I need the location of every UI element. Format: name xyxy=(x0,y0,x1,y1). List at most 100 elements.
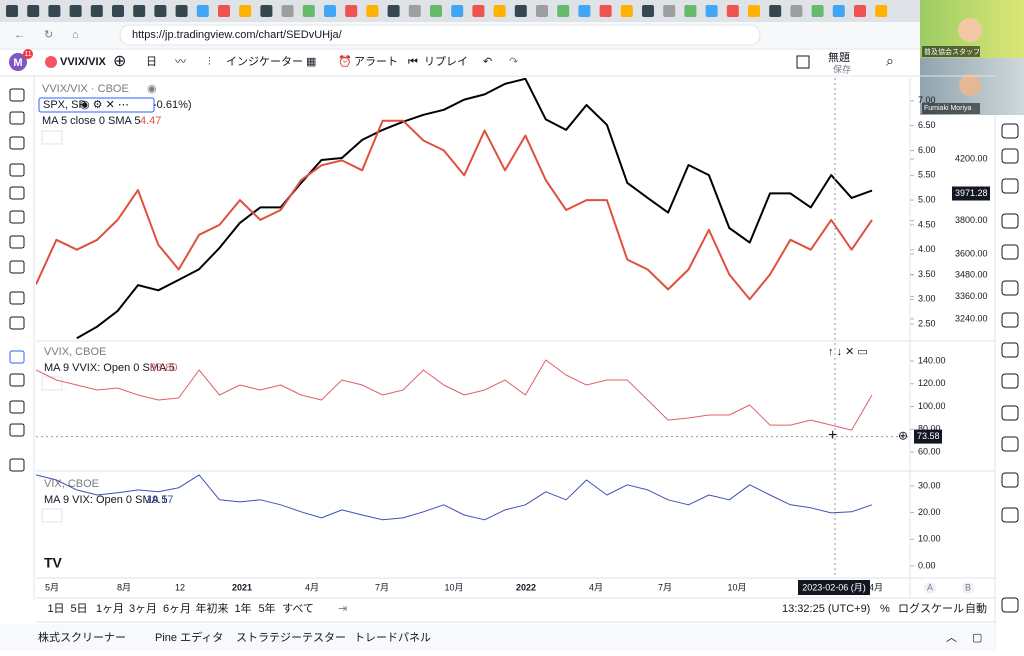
tab-icon[interactable] xyxy=(345,5,358,17)
tab-icon[interactable] xyxy=(27,5,40,17)
sidebar-icon[interactable] xyxy=(1001,436,1019,452)
tab-icon[interactable] xyxy=(281,5,294,17)
tab-icon[interactable] xyxy=(536,5,548,17)
tool-icon[interactable] xyxy=(9,136,25,150)
sidebar-icon[interactable] xyxy=(1001,123,1019,139)
redo[interactable]: ↷ xyxy=(509,56,518,68)
tab-icon[interactable] xyxy=(663,5,676,17)
range-button[interactable]: 1年 xyxy=(234,601,251,615)
percent[interactable]: % xyxy=(880,603,890,615)
tab-icon[interactable] xyxy=(260,5,273,17)
tab-icon[interactable] xyxy=(69,5,82,17)
tool-icon[interactable] xyxy=(9,210,25,224)
address-bar[interactable] xyxy=(119,24,761,46)
tab-icon[interactable] xyxy=(430,5,442,17)
visibility[interactable]: ◉ xyxy=(147,83,157,95)
layout-box[interactable] xyxy=(796,55,810,69)
tool-icon[interactable] xyxy=(9,291,25,305)
interval[interactable]: 日 xyxy=(146,56,157,68)
tab-icon[interactable] xyxy=(748,5,760,17)
tab-icon[interactable] xyxy=(472,5,485,17)
sidebar-icon[interactable] xyxy=(1001,405,1019,421)
alert[interactable]: アラート xyxy=(354,56,398,68)
sidebar-icon[interactable] xyxy=(1001,148,1019,164)
tool-icon[interactable] xyxy=(9,423,25,437)
tab-icon[interactable] xyxy=(451,5,464,17)
collapse-panel[interactable]: ︿ xyxy=(946,632,957,644)
sidebar-icon[interactable] xyxy=(1001,312,1019,328)
pane-controls[interactable]: ↑ ↓ ✕ ▭ xyxy=(828,346,868,358)
tab-icon[interactable] xyxy=(769,5,782,17)
tab-icon[interactable] xyxy=(493,5,506,17)
back-button[interactable]: ← xyxy=(14,29,25,41)
tab-icon[interactable] xyxy=(154,5,167,17)
sidebar-icon[interactable] xyxy=(1001,213,1019,229)
undo[interactable]: ↶ xyxy=(483,56,492,68)
tab-icon[interactable] xyxy=(811,5,824,17)
tab-icon[interactable] xyxy=(854,5,866,17)
marker-dot[interactable] xyxy=(962,582,974,594)
range-button[interactable]: 1ヶ月 xyxy=(96,603,124,615)
tab-icon[interactable] xyxy=(133,5,146,17)
replay[interactable]: リプレイ xyxy=(424,55,468,68)
reload-button[interactable]: ↻ xyxy=(44,29,53,41)
tab-icon[interactable] xyxy=(302,5,315,17)
maximize-panel[interactable]: ▢ xyxy=(972,632,982,644)
range-button[interactable]: すべて xyxy=(282,602,314,615)
legend-icons[interactable]: ◉ ⚙ ✕ ⋯ xyxy=(80,99,129,111)
tab-icon[interactable] xyxy=(875,5,888,17)
tool-icon[interactable] xyxy=(9,400,25,414)
indicators[interactable]: インジケーター xyxy=(226,55,303,68)
marker-dot[interactable] xyxy=(924,582,936,594)
sidebar-icon[interactable] xyxy=(1001,244,1019,260)
chart-type[interactable]: 〰 xyxy=(175,56,186,68)
crosshair-plus[interactable]: ⊕ xyxy=(898,429,908,443)
tab-icon[interactable] xyxy=(599,5,612,17)
collapse[interactable] xyxy=(41,508,63,523)
tab-icon[interactable] xyxy=(239,5,252,17)
tab-icon[interactable] xyxy=(366,5,379,17)
home-button[interactable]: ⌂ xyxy=(72,29,79,41)
tab-icon[interactable] xyxy=(112,5,124,17)
symbol[interactable]: VVIX/VIX xyxy=(60,56,107,68)
templates[interactable]: ▦ xyxy=(306,56,316,68)
tab-icon[interactable] xyxy=(620,5,633,17)
tab-icon[interactable] xyxy=(90,5,103,17)
range-button[interactable]: 3ヶ月 xyxy=(129,603,157,615)
tab-icon[interactable] xyxy=(218,5,230,17)
tool-icon[interactable] xyxy=(9,316,25,330)
sidebar-icon[interactable] xyxy=(1001,342,1019,358)
sidebar-icon[interactable] xyxy=(1001,472,1019,488)
tool-icon[interactable] xyxy=(9,235,25,249)
avatar[interactable] xyxy=(9,53,27,71)
tab-icon[interactable] xyxy=(642,5,654,17)
sidebar-icon[interactable] xyxy=(1001,178,1019,194)
tab-icon[interactable] xyxy=(832,5,845,17)
tab-icon[interactable] xyxy=(387,5,400,17)
panel-tab[interactable]: ストラテジーテスター xyxy=(236,631,346,644)
series-legend-box[interactable] xyxy=(38,97,155,113)
tab-icon[interactable] xyxy=(705,5,718,17)
tab-icon[interactable] xyxy=(196,5,209,17)
panel-tab[interactable]: 株式スクリーナー xyxy=(38,630,126,644)
tool-icon[interactable] xyxy=(9,88,25,102)
tab-icon[interactable] xyxy=(790,5,803,17)
sidebar-icon[interactable] xyxy=(1001,507,1019,523)
range-button[interactable]: 6ヶ月 xyxy=(163,603,191,615)
log-scale[interactable]: ログスケール xyxy=(898,601,964,615)
collapse[interactable] xyxy=(41,130,63,145)
tool-icon[interactable] xyxy=(9,373,25,387)
tab-icon[interactable] xyxy=(726,5,739,17)
range-button[interactable]: 年初来 xyxy=(196,601,229,615)
tab-icon[interactable] xyxy=(6,5,18,17)
search[interactable]: ⌕ xyxy=(886,53,894,69)
range-button[interactable]: 5年 xyxy=(258,601,275,615)
auto-scale[interactable]: 自動 xyxy=(965,601,987,615)
goto-date[interactable]: ⇥ xyxy=(338,603,347,615)
save[interactable]: 保存 xyxy=(833,63,851,74)
tab-icon[interactable] xyxy=(578,5,591,17)
tab-icon[interactable] xyxy=(557,5,570,17)
add-symbol[interactable]: ⊕ xyxy=(113,53,126,70)
tool-icon[interactable] xyxy=(9,111,25,125)
tool-icon[interactable] xyxy=(9,186,25,200)
